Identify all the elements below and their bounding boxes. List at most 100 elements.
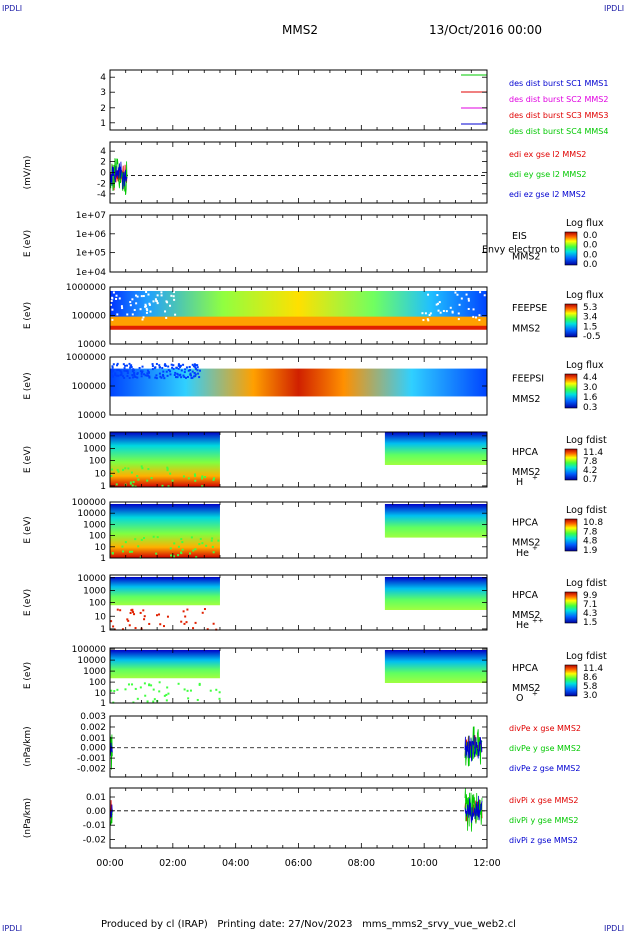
spectrogram-speck bbox=[128, 376, 131, 379]
spectrogram-speck bbox=[155, 377, 158, 380]
spectrogram-speck bbox=[163, 364, 166, 367]
spectrogram-speck bbox=[111, 369, 114, 372]
y-tick-label: 1000000 bbox=[66, 283, 106, 293]
colorbar-tick-label: 0.0 bbox=[583, 241, 598, 251]
y-axis-label: E (eV) bbox=[23, 589, 33, 616]
spectrogram-gap bbox=[456, 293, 459, 296]
spectrogram-speck bbox=[143, 615, 146, 618]
y-tick-label: 2 bbox=[100, 104, 106, 114]
colorbar-tick-label: 1.5 bbox=[583, 618, 597, 628]
spectrogram-speck bbox=[205, 544, 208, 547]
spectrogram-gap bbox=[457, 318, 460, 321]
y-tick-label: 10 bbox=[95, 469, 107, 479]
y-axis-label: E (eV) bbox=[23, 662, 33, 689]
y-tick-label: 4 bbox=[100, 73, 106, 83]
spectrogram-speck bbox=[130, 366, 133, 369]
spectrogram-speck bbox=[194, 373, 197, 376]
y-tick-label: 0.002 bbox=[80, 723, 106, 733]
spectrogram-speck bbox=[142, 609, 145, 612]
spectrogram-speck bbox=[195, 367, 198, 370]
colorbar-tick-label: 4.3 bbox=[583, 609, 597, 619]
y-axis-label: (nPa/km) bbox=[23, 726, 33, 766]
panel-feepsi: 1000000 100000 10000 E (eV) FEEPSI MMS2 Log fl… bbox=[23, 353, 604, 421]
spectrogram-gap bbox=[110, 299, 113, 302]
series-3 bbox=[464, 795, 483, 823]
spectrogram-speck bbox=[177, 364, 180, 367]
spectrogram-speck bbox=[130, 471, 133, 474]
spectrogram-gap bbox=[145, 311, 148, 314]
spectrogram-speck bbox=[186, 689, 189, 692]
spectrogram-speck bbox=[116, 364, 119, 367]
spectrogram-speck bbox=[182, 610, 185, 613]
spectrogram-speck bbox=[192, 375, 195, 378]
spectrogram-speck bbox=[199, 537, 202, 540]
spectrogram-speck bbox=[218, 697, 221, 700]
spectrogram-speck bbox=[164, 363, 167, 366]
spectrogram-gap bbox=[169, 304, 172, 307]
y-tick-label: 1 bbox=[100, 554, 106, 564]
spectrogram-speck bbox=[152, 688, 155, 691]
spectrogram-speck bbox=[148, 622, 151, 625]
spectrogram-gap bbox=[110, 303, 113, 306]
y-tick-label: 10000 bbox=[77, 574, 106, 584]
spectrogram-speck bbox=[170, 363, 173, 366]
y-tick-label: 100000 bbox=[72, 312, 107, 322]
spectrogram-gap bbox=[174, 313, 177, 316]
spectrogram-speck bbox=[182, 374, 185, 377]
spectrogram-speck bbox=[132, 701, 135, 704]
spectrogram-speck bbox=[151, 363, 154, 366]
spectrogram-speck bbox=[146, 372, 149, 375]
spectrogram-speck bbox=[134, 375, 137, 378]
spectrogram-speck bbox=[125, 369, 128, 372]
spectrogram-speck bbox=[184, 376, 187, 379]
spectrogram-speck bbox=[182, 475, 185, 478]
footer: Produced by cl (IRAP) Printing date: 27/… bbox=[101, 919, 516, 930]
spectrogram-gap bbox=[146, 309, 149, 312]
colorbar bbox=[564, 303, 578, 338]
spectrogram-gap bbox=[465, 293, 468, 296]
spectrogram-band bbox=[110, 291, 487, 321]
y-tick-label: -0.01 bbox=[83, 821, 106, 831]
colorbar bbox=[564, 518, 578, 552]
spectrogram-gap bbox=[142, 316, 145, 319]
spectrogram-speck bbox=[198, 543, 201, 546]
legend-entry: des dist burst SC3 MMS3 bbox=[509, 111, 608, 120]
spectrogram-speck bbox=[143, 618, 146, 621]
spectrogram-speck bbox=[127, 683, 130, 686]
spectrogram-gap bbox=[160, 294, 163, 297]
y-tick-label: 3 bbox=[100, 88, 106, 98]
spectrogram-speck bbox=[111, 468, 114, 471]
y-tick-label: 0.001 bbox=[80, 734, 106, 744]
legend-entry: divPe z gse MMS2 bbox=[509, 764, 580, 773]
spectrogram-speck bbox=[110, 620, 113, 623]
spectrogram-speck bbox=[184, 368, 187, 371]
panel-feepse: 1000000 100000 10000 E (eV) FEEPSE MMS2 Log fl… bbox=[23, 283, 604, 350]
spectrogram-speck bbox=[141, 365, 144, 368]
spectrogram-gap bbox=[445, 310, 448, 313]
spectrogram-speck bbox=[165, 693, 168, 696]
spectrogram-gap bbox=[111, 297, 114, 300]
spectrogram-speck bbox=[151, 365, 154, 368]
spectrogram-speck bbox=[201, 475, 204, 478]
legend-entry: edi ez gse l2 MMS2 bbox=[509, 190, 586, 199]
species-label: He bbox=[516, 620, 529, 631]
y-tick-label: 10000 bbox=[77, 656, 106, 666]
spectrogram-gap bbox=[164, 310, 167, 313]
colorbar-tick-label: 4.2 bbox=[583, 466, 597, 476]
legend-entry: edi ex gse l2 MMS2 bbox=[509, 150, 586, 159]
spectrogram-speck bbox=[129, 482, 132, 485]
y-tick-label: 100 bbox=[89, 678, 106, 688]
spectrogram-speck bbox=[189, 689, 192, 692]
spectrogram-gap bbox=[112, 291, 115, 294]
y-tick-label: 10 bbox=[95, 543, 107, 553]
spectrogram-speck bbox=[113, 690, 116, 693]
spectrogram-speck bbox=[206, 628, 209, 631]
spectrogram-speck bbox=[158, 366, 161, 369]
spectrogram-speck bbox=[148, 376, 151, 379]
spectrogram-speck bbox=[196, 364, 199, 367]
y-tick-label: 1000 bbox=[83, 586, 106, 596]
spectrogram-speck bbox=[158, 681, 161, 684]
spectrogram-gap bbox=[422, 319, 425, 322]
spectrogram-gap bbox=[149, 310, 152, 313]
